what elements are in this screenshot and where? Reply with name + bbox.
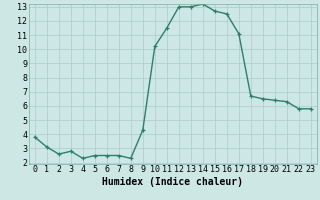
X-axis label: Humidex (Indice chaleur): Humidex (Indice chaleur) xyxy=(102,177,243,187)
